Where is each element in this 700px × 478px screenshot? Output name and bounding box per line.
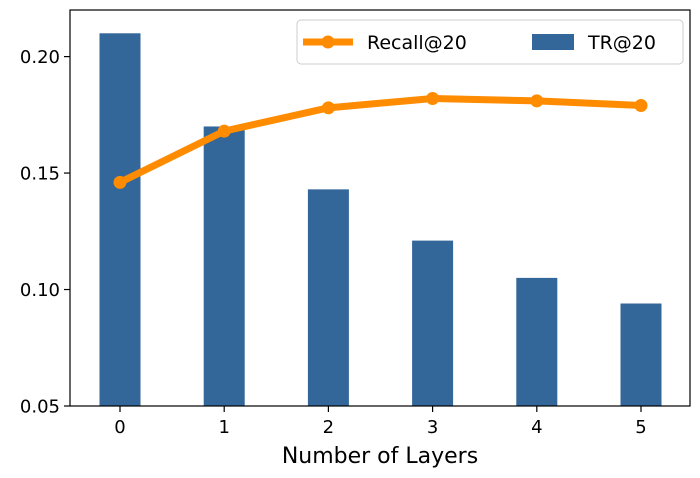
bar-tr20-5 bbox=[620, 303, 662, 406]
x-tick-label: 3 bbox=[427, 417, 438, 438]
bar-tr20-1 bbox=[203, 126, 245, 407]
bar-series-tr20 bbox=[99, 33, 662, 407]
point-recall20-4 bbox=[530, 94, 544, 108]
x-tick-label: 2 bbox=[323, 417, 334, 438]
x-tick-label: 4 bbox=[531, 417, 542, 438]
y-tick-label: 0.20 bbox=[20, 47, 60, 68]
y-axis: 0.05 0.10 0.15 0.20 bbox=[20, 47, 70, 418]
point-recall20-5 bbox=[634, 99, 648, 113]
point-recall20-1 bbox=[217, 124, 231, 138]
line-recall20 bbox=[116, 95, 645, 186]
legend-label-recall20: Recall@20 bbox=[367, 32, 467, 54]
bar-tr20-0 bbox=[99, 33, 141, 406]
x-tick-label: 5 bbox=[635, 417, 646, 438]
legend-marker-recall20 bbox=[321, 35, 335, 49]
point-recall20-3 bbox=[426, 92, 440, 106]
plot-background bbox=[70, 10, 690, 406]
bar-tr20-3 bbox=[412, 240, 454, 406]
legend-box bbox=[296, 19, 684, 65]
y-tick-label: 0.15 bbox=[20, 164, 60, 185]
bar-tr20-2 bbox=[307, 189, 349, 406]
x-axis: 0 1 2 3 4 5 bbox=[114, 406, 647, 438]
legend-label-tr20: TR@20 bbox=[587, 32, 656, 54]
y-tick-label: 0.10 bbox=[20, 280, 60, 301]
plot-frame bbox=[69, 9, 691, 407]
x-tick-label: 0 bbox=[114, 417, 125, 438]
legend: Recall@20 TR@20 bbox=[296, 19, 684, 65]
x-axis-title: Number of Layers bbox=[282, 444, 478, 469]
point-recall20-0 bbox=[113, 175, 127, 189]
point-recall20-2 bbox=[321, 101, 335, 115]
legend-bar-swatch-tr20 bbox=[532, 34, 574, 50]
y-tick-label: 0.05 bbox=[20, 397, 60, 418]
bar-tr20-4 bbox=[516, 277, 558, 406]
line-series-recall20 bbox=[113, 92, 648, 189]
x-tick-label: 1 bbox=[218, 417, 229, 438]
